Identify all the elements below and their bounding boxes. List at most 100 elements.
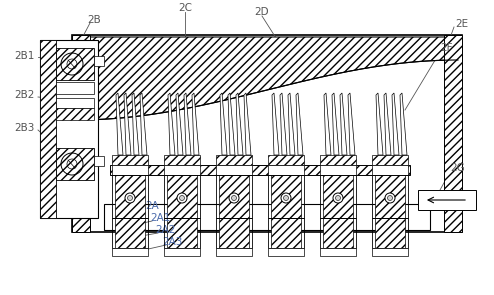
Bar [94, 56, 104, 66]
Polygon shape [192, 93, 199, 155]
Text: 2F: 2F [440, 43, 453, 53]
Bar [271, 175, 301, 218]
Bar [320, 175, 356, 218]
Polygon shape [296, 93, 303, 155]
Circle shape [177, 193, 187, 203]
Text: 2E: 2E [455, 19, 468, 29]
Polygon shape [244, 93, 251, 155]
Polygon shape [124, 93, 131, 155]
Bar [216, 248, 252, 256]
Polygon shape [272, 93, 279, 155]
Bar [40, 40, 98, 218]
Circle shape [179, 196, 184, 201]
Bar [271, 218, 301, 248]
Bar [216, 155, 252, 165]
Polygon shape [288, 93, 295, 155]
Bar [268, 248, 304, 256]
Polygon shape [176, 93, 183, 155]
Bar [219, 175, 249, 218]
Bar [56, 108, 94, 120]
Polygon shape [280, 93, 287, 155]
Polygon shape [140, 93, 147, 155]
Text: 2G: 2G [450, 163, 465, 173]
Bar [216, 175, 252, 218]
Bar [323, 175, 353, 218]
Text: 2D: 2D [255, 7, 269, 17]
Text: 2A: 2A [145, 201, 159, 211]
Bar [112, 218, 148, 248]
Circle shape [125, 193, 135, 203]
Bar [268, 175, 304, 218]
Bar [219, 218, 249, 248]
Circle shape [127, 196, 132, 201]
Bar [320, 155, 356, 165]
Polygon shape [340, 93, 347, 155]
Circle shape [385, 193, 395, 203]
Bar [164, 218, 200, 248]
Bar [167, 218, 197, 248]
Bar [40, 40, 56, 218]
Circle shape [333, 193, 343, 203]
Text: 2B2: 2B2 [14, 90, 35, 100]
Circle shape [281, 193, 291, 203]
Bar [104, 204, 430, 230]
Bar [115, 218, 145, 248]
Polygon shape [236, 93, 243, 155]
Bar [112, 165, 148, 175]
Circle shape [284, 196, 288, 201]
Bar [94, 156, 104, 166]
Bar [418, 190, 476, 210]
Polygon shape [116, 93, 123, 155]
Bar [375, 175, 405, 218]
Bar [112, 248, 148, 256]
Bar [164, 165, 200, 175]
Bar [216, 165, 252, 175]
Polygon shape [392, 93, 399, 155]
Bar [56, 48, 94, 80]
Bar [164, 248, 200, 256]
Bar [115, 175, 145, 218]
Polygon shape [132, 93, 139, 155]
Text: 2B3: 2B3 [14, 123, 35, 133]
Bar [375, 218, 405, 248]
Bar [268, 155, 304, 165]
Polygon shape [324, 93, 331, 155]
Text: 2A2: 2A2 [155, 225, 175, 235]
Bar [216, 218, 252, 248]
Bar [164, 175, 200, 218]
Bar [112, 155, 148, 165]
Bar [268, 218, 304, 248]
Bar [56, 98, 94, 108]
Bar [372, 248, 408, 256]
Bar [372, 165, 408, 175]
Bar [268, 165, 304, 175]
Bar [72, 35, 462, 232]
Polygon shape [400, 93, 407, 155]
Polygon shape [384, 93, 391, 155]
Text: 2A3: 2A3 [162, 237, 182, 247]
Polygon shape [332, 93, 339, 155]
Bar [164, 155, 200, 165]
Bar [372, 218, 408, 248]
Polygon shape [348, 93, 355, 155]
Polygon shape [228, 93, 235, 155]
Bar [444, 35, 462, 232]
Polygon shape [76, 37, 458, 120]
Bar [320, 218, 356, 248]
Polygon shape [220, 93, 227, 155]
Bar [72, 35, 90, 232]
Bar [56, 148, 94, 180]
Polygon shape [184, 93, 191, 155]
Text: 2A1: 2A1 [150, 213, 170, 223]
Bar [372, 155, 408, 165]
Bar [110, 165, 410, 175]
Bar [320, 165, 356, 175]
Bar [112, 175, 148, 218]
Polygon shape [168, 93, 175, 155]
Bar [56, 82, 94, 94]
Circle shape [232, 196, 237, 201]
Bar [167, 175, 197, 218]
Text: 2B1: 2B1 [14, 51, 35, 61]
Text: 2C: 2C [178, 3, 192, 13]
Text: 2B: 2B [87, 15, 101, 25]
